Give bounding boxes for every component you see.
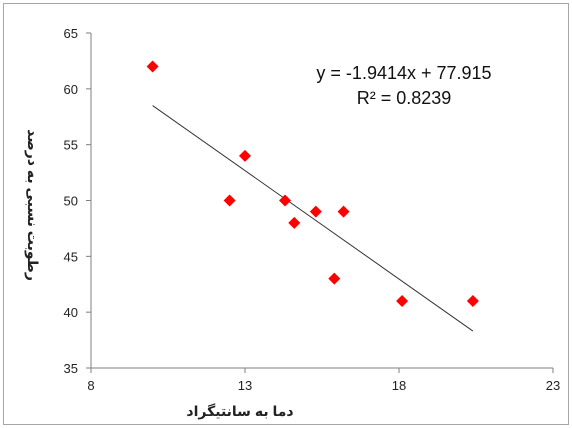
data-point (239, 149, 251, 162)
x-tick-label: 18 (392, 378, 406, 393)
data-point (146, 60, 159, 73)
trendline-r2: R² = 0.8239 (357, 88, 452, 108)
x-tick-label: 8 (87, 378, 94, 393)
data-point (466, 295, 479, 307)
x-tick-label: 13 (238, 378, 252, 393)
y-tick-label: 65 (64, 26, 78, 41)
scatter-chart: 35 40 45 50 55 60 65 8 13 18 23 y = -1.9414x + 77.… (24, 26, 561, 420)
data-point (279, 194, 292, 207)
trendline-equation: y = -1.9414x + 77.915 (316, 63, 491, 83)
trendline (152, 105, 474, 332)
data-point (337, 205, 350, 218)
x-tick-label: 23 (546, 378, 560, 393)
y-tick-label: 35 (64, 361, 78, 376)
data-point (288, 216, 301, 229)
axis-ticks: 35 40 45 50 55 60 65 8 13 18 23 (64, 26, 561, 393)
data-point (396, 295, 409, 307)
x-axis-title: دما به سانتیگراد (186, 403, 293, 420)
y-tick-label: 45 (64, 249, 78, 264)
data-point (328, 272, 341, 285)
y-tick-label: 55 (64, 138, 78, 153)
data-points (146, 60, 479, 307)
data-point (223, 194, 236, 207)
y-axis-title: رطوبت نسبی به درصد (24, 129, 41, 281)
y-tick-label: 40 (64, 305, 78, 320)
y-tick-label: 50 (64, 194, 78, 209)
y-tick-label: 60 (64, 82, 78, 97)
data-point (309, 205, 322, 218)
chart-frame: 35 40 45 50 55 60 65 8 13 18 23 y = -1.9414x + 77.… (3, 3, 569, 425)
